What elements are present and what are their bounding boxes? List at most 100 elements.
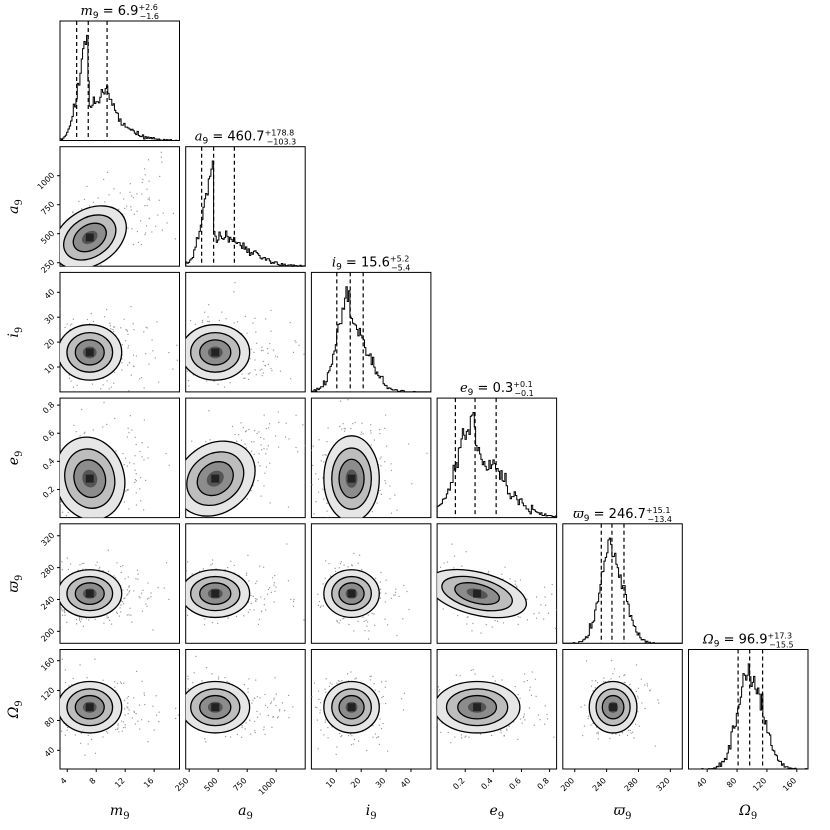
scatter-point bbox=[126, 594, 128, 596]
x-tick-label-m: 12 bbox=[113, 776, 127, 790]
scatter-point bbox=[521, 722, 523, 724]
scatter-point bbox=[106, 308, 108, 311]
scatter-point bbox=[533, 613, 535, 615]
scatter-point bbox=[66, 323, 68, 325]
density-peak bbox=[85, 233, 94, 242]
scatter-point bbox=[136, 210, 138, 212]
scatter-point bbox=[39, 682, 40, 683]
x-tick-label-varpi: 280 bbox=[623, 776, 640, 793]
scatter-point bbox=[115, 450, 117, 452]
scatter-point bbox=[183, 721, 184, 722]
scatter-point bbox=[362, 433, 364, 435]
scatter-point bbox=[193, 672, 195, 674]
scatter-point bbox=[136, 193, 138, 195]
scatter-point bbox=[295, 414, 297, 416]
scatter-point bbox=[358, 554, 361, 556]
density-peak bbox=[347, 589, 356, 598]
scatter-point bbox=[201, 519, 202, 520]
scatter-point bbox=[245, 430, 247, 432]
scatter-point bbox=[122, 565, 124, 567]
scatter-point bbox=[288, 438, 290, 440]
scatter-point bbox=[250, 348, 252, 350]
scatter-point bbox=[84, 431, 86, 433]
y-tick-label-a: 500 bbox=[39, 229, 56, 246]
scatter-point bbox=[147, 446, 149, 448]
scatter-point bbox=[254, 720, 256, 722]
histogram-panel-a: a9 = 460.7+178.8 −103.3 bbox=[185, 129, 306, 267]
y-tick-label-e: 0.4 bbox=[41, 456, 56, 471]
scatter-point bbox=[160, 156, 162, 158]
scatter-point bbox=[122, 589, 124, 591]
scatter-point bbox=[517, 615, 519, 618]
scatter-point bbox=[264, 693, 266, 696]
scatter-point bbox=[315, 501, 317, 503]
scatter-point bbox=[144, 703, 146, 706]
scatter-point bbox=[135, 504, 138, 506]
scatter-point bbox=[319, 606, 321, 608]
scatter-point bbox=[627, 729, 630, 731]
x-tick-label-a: 250 bbox=[173, 776, 190, 793]
scatter-point bbox=[319, 702, 322, 704]
scatter-point bbox=[366, 625, 368, 627]
scatter-point bbox=[183, 486, 184, 487]
scatter-point bbox=[251, 702, 253, 704]
scatter-point bbox=[402, 618, 404, 620]
scatter-point bbox=[224, 569, 226, 571]
scatter-point bbox=[350, 733, 352, 735]
scatter-point bbox=[64, 610, 66, 612]
scatter-point bbox=[354, 678, 356, 680]
scatter-point bbox=[274, 590, 276, 592]
scatter-point bbox=[635, 690, 638, 693]
scatter-point bbox=[110, 386, 112, 388]
scatter-point bbox=[192, 374, 194, 376]
scatter-point bbox=[102, 384, 104, 386]
scatter-point bbox=[259, 369, 261, 371]
scatter-point bbox=[327, 517, 329, 518]
scatter-point bbox=[258, 453, 260, 455]
scatter-point bbox=[369, 679, 372, 681]
scatter-point bbox=[135, 712, 137, 715]
scatter-point bbox=[155, 225, 157, 227]
scatter-point bbox=[60, 607, 62, 609]
scatter-point bbox=[113, 371, 116, 373]
scatter-point bbox=[322, 477, 324, 479]
scatter-point bbox=[236, 321, 239, 323]
scatter-point bbox=[263, 729, 265, 731]
scatter-point bbox=[553, 736, 555, 738]
scatter-point bbox=[122, 600, 124, 603]
scatter-point bbox=[58, 696, 59, 697]
scatter-point bbox=[105, 730, 108, 733]
scatter-point bbox=[246, 498, 248, 500]
scatter-point bbox=[191, 440, 193, 442]
scatter-point bbox=[312, 445, 314, 447]
scatter-point bbox=[367, 614, 369, 616]
scatter-point bbox=[253, 697, 256, 699]
scatter-point bbox=[434, 716, 435, 717]
scatter-point bbox=[347, 680, 349, 682]
scatter-point bbox=[145, 603, 147, 605]
scatter-point bbox=[46, 284, 47, 285]
scatter-point bbox=[184, 343, 185, 344]
scatter-point bbox=[79, 435, 81, 437]
scatter-point bbox=[630, 732, 632, 734]
scatter-point bbox=[654, 745, 656, 747]
scatter-point bbox=[69, 324, 72, 326]
scatter-point bbox=[129, 191, 131, 193]
scatter-point bbox=[298, 344, 300, 346]
scatter-point bbox=[67, 726, 69, 729]
scatter-point bbox=[591, 680, 593, 682]
scatter-point bbox=[326, 502, 328, 504]
scatter-point bbox=[351, 518, 352, 519]
scatter-point bbox=[365, 619, 367, 621]
scatter-point bbox=[249, 719, 251, 722]
scatter-point bbox=[58, 368, 59, 369]
scatter-point bbox=[107, 549, 109, 551]
scatter-point bbox=[67, 568, 69, 571]
scatter-point bbox=[322, 583, 324, 585]
scatter-point bbox=[267, 352, 269, 355]
scatter-point bbox=[490, 734, 493, 736]
scatter-point bbox=[129, 590, 131, 592]
scatter-point bbox=[132, 365, 134, 367]
scatter-point bbox=[142, 178, 144, 181]
scatter-point bbox=[143, 419, 146, 421]
